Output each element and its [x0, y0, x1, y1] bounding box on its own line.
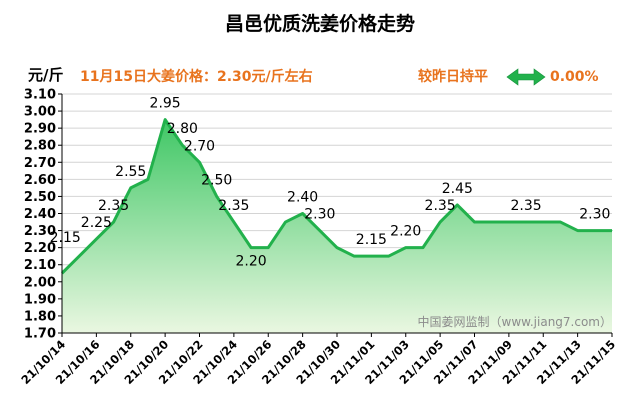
y-tick-label: 1.70 — [24, 327, 56, 342]
data-point — [95, 238, 97, 240]
data-point — [250, 247, 252, 249]
y-tick-label: 2.10 — [24, 258, 56, 273]
data-label: 2.35 — [425, 198, 456, 214]
data-point — [388, 255, 390, 257]
chart-title: 昌邑优质洗姜价格走势 — [225, 12, 415, 35]
data-point — [370, 255, 372, 257]
area-series — [60, 118, 613, 333]
data-point — [594, 230, 596, 232]
data-point — [611, 230, 613, 232]
y-tick-label: 2.00 — [24, 275, 56, 290]
data-point — [577, 230, 579, 232]
data-point — [422, 247, 424, 249]
data-point — [233, 221, 235, 223]
y-tick-label: 3.00 — [24, 105, 56, 120]
data-point — [353, 255, 355, 257]
data-point — [319, 230, 321, 232]
y-tick-label: 2.60 — [24, 173, 56, 188]
data-point — [439, 221, 441, 223]
data-label: 2.30 — [579, 207, 610, 223]
data-labels: 2.152.252.352.552.952.802.702.502.352.20… — [50, 96, 611, 270]
data-point — [491, 221, 493, 223]
y-axis-label: 元/斤 — [28, 66, 63, 84]
change-annotation: 较昨日持平 — [418, 68, 488, 85]
y-tick-label: 1.80 — [24, 309, 56, 324]
y-tick-label: 2.70 — [24, 156, 56, 171]
data-point — [199, 161, 200, 163]
data-label: 2.35 — [510, 198, 541, 214]
data-label: 2.70 — [184, 138, 215, 154]
y-tick-label: 2.80 — [24, 139, 56, 154]
data-point — [405, 247, 407, 249]
data-point — [474, 221, 475, 223]
data-label: 2.35 — [218, 198, 249, 214]
y-tick-label: 3.10 — [24, 88, 56, 103]
y-tick-label: 2.20 — [24, 241, 56, 256]
data-point — [456, 204, 458, 206]
y-tick-label: 2.90 — [24, 122, 56, 137]
watermark: 中国姜网监制（www.jiang7.com） — [418, 314, 612, 329]
data-point — [336, 247, 338, 249]
data-label: 2.20 — [235, 254, 266, 270]
data-point — [147, 178, 149, 180]
data-point — [164, 119, 166, 121]
data-point — [78, 255, 80, 257]
data-label: 2.45 — [442, 181, 473, 197]
data-label: 2.30 — [304, 207, 335, 223]
data-label: 2.80 — [167, 121, 198, 137]
data-point — [181, 144, 183, 146]
data-label: 2.55 — [115, 164, 146, 180]
data-label: 2.40 — [287, 190, 318, 206]
data-point — [284, 221, 286, 223]
data-label: 2.15 — [50, 230, 81, 246]
data-point — [113, 221, 115, 223]
data-label: 2.15 — [356, 232, 387, 248]
data-label: 2.95 — [150, 96, 181, 112]
data-label: 2.25 — [81, 215, 112, 231]
y-tick-label: 1.90 — [24, 292, 56, 307]
change-percent: 0.00% — [550, 69, 599, 85]
data-point — [542, 221, 544, 223]
y-tick-label: 2.50 — [24, 190, 56, 205]
y-tick-label: 2.30 — [24, 224, 56, 239]
double-arrow-icon — [506, 68, 546, 86]
data-point — [525, 221, 527, 223]
data-label: 2.20 — [390, 224, 421, 240]
data-label: 2.35 — [98, 198, 129, 214]
y-tick-label: 2.40 — [24, 207, 56, 222]
data-label: 2.50 — [201, 172, 232, 188]
data-point — [130, 187, 132, 189]
data-point — [302, 213, 304, 214]
price-annotation: 11月15日大姜价格：2.30元/斤左右 — [80, 68, 313, 85]
y-axis-ticks: 1.70 1.80 1.90 2.00 2.10 2.20 2.30 2.40 2.50 2.60… — [24, 88, 62, 342]
x-axis-ticks: 21/10/1421/10/1621/10/1821/10/2021/10/22… — [18, 333, 618, 387]
data-point — [216, 195, 218, 197]
data-point — [559, 221, 561, 223]
data-point — [508, 221, 510, 223]
area-fill — [62, 119, 612, 333]
data-point — [267, 247, 269, 249]
